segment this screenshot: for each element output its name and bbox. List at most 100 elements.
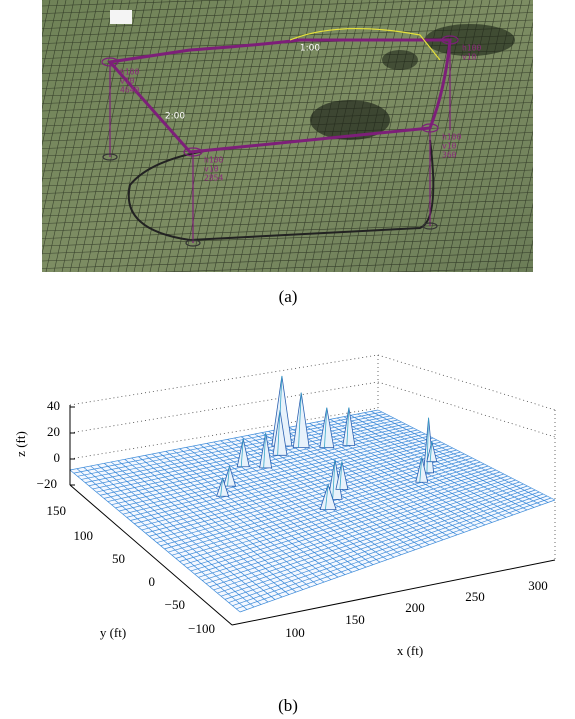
surface-peak <box>259 432 273 469</box>
surface-peak <box>319 407 335 449</box>
mesh-line <box>309 423 486 526</box>
mesh-line <box>213 485 528 591</box>
aerial-view: 1:002:00h100v104640h100v102854h100v10360… <box>42 0 533 272</box>
mesh-line <box>103 427 414 499</box>
mesh-line <box>236 497 552 610</box>
mesh-line <box>187 471 501 569</box>
mesh-line <box>145 455 318 585</box>
mesh-line <box>357 413 535 508</box>
surface-peak <box>216 476 230 497</box>
z-axis-label: z (ft) <box>13 431 28 457</box>
mesh-line <box>224 491 540 600</box>
waypoint-label: v10 <box>120 77 135 86</box>
x-tick-label: 200 <box>405 600 425 615</box>
mesh-line <box>137 445 449 528</box>
surface-peak-edge <box>227 466 230 487</box>
x-tick-label: 250 <box>465 589 485 604</box>
surface-peak <box>236 438 250 468</box>
mesh-line <box>329 419 507 518</box>
mesh-line <box>117 460 290 595</box>
surface-peak-edge <box>325 484 329 510</box>
surface-peak <box>319 483 337 511</box>
mesh-line <box>198 477 512 578</box>
y-tick-label: 0 <box>149 574 156 589</box>
mesh-line <box>186 447 360 570</box>
mesh-line <box>134 443 445 524</box>
surface-peak-edge <box>346 407 350 446</box>
mesh-line <box>228 493 544 603</box>
y-tick-label: 150 <box>47 503 67 518</box>
y-tick-label: −50 <box>165 597 185 612</box>
mesh-line <box>239 499 556 613</box>
waypoint-label: h100 <box>204 156 223 165</box>
waypoint-label: h100 <box>120 68 139 77</box>
mesh-line <box>85 417 394 483</box>
mesh-line <box>165 451 339 578</box>
z-tick-label: 20 <box>47 424 60 439</box>
surface-peak <box>292 392 310 449</box>
mesh-line <box>110 461 283 598</box>
home-icon <box>110 10 132 24</box>
x-tick-label: 100 <box>285 625 305 640</box>
mesh-line <box>350 415 528 511</box>
surface-peak-edge <box>429 441 433 462</box>
surface-peak-edge <box>332 459 336 500</box>
surface-peak <box>342 407 356 446</box>
ground-track <box>127 139 435 242</box>
mesh-line <box>281 428 458 536</box>
waypoint-label: v10 <box>462 53 477 62</box>
axes <box>69 405 556 626</box>
mesh-line <box>370 411 549 503</box>
mesh-line <box>76 468 248 610</box>
mesh-line <box>172 449 346 575</box>
mesh-line <box>115 433 426 509</box>
caption: (b) <box>278 696 298 715</box>
mesh-line <box>119 435 430 512</box>
mesh-line <box>81 415 390 480</box>
time-label: 2:00 <box>165 112 185 122</box>
surface-peak-edge <box>277 410 281 456</box>
mesh-line <box>205 481 520 584</box>
surface-peak-edge <box>240 438 244 467</box>
flight-path-alt <box>289 27 441 61</box>
mesh-line <box>190 473 504 572</box>
mesh-line <box>220 489 536 597</box>
mesh-line <box>268 431 444 541</box>
surface-peak-edge <box>426 417 429 473</box>
x-tick-label: 150 <box>345 612 365 627</box>
mesh-line <box>126 439 438 518</box>
x-tick-label: 300 <box>528 578 548 593</box>
waypoint-label: h100 <box>462 44 481 53</box>
waypoint-markers <box>101 35 459 247</box>
surface-peak-edge <box>298 392 302 448</box>
mesh-line <box>97 464 269 603</box>
mesh-line <box>96 423 406 493</box>
mesh-line <box>145 449 457 534</box>
waypoint-label: 4640 <box>120 86 139 95</box>
surface-peak-edge <box>339 461 343 490</box>
z-tick-label: −20 <box>37 476 57 491</box>
mesh-line <box>151 453 325 583</box>
mesh-line <box>377 409 556 501</box>
mesh-line <box>122 437 434 515</box>
mesh-line <box>69 469 241 613</box>
surface-peak-edge <box>419 457 423 483</box>
mesh-line <box>288 427 465 533</box>
mesh <box>42 0 533 272</box>
mesh-line <box>227 439 402 556</box>
mesh-line <box>206 443 381 563</box>
z-tick-label: 40 <box>47 398 60 413</box>
mesh-line <box>158 452 332 580</box>
z-tick-label: 0 <box>54 450 61 465</box>
waypoint-label: h100 <box>442 133 461 142</box>
mesh-line <box>194 475 508 575</box>
mesh-line <box>217 487 532 594</box>
surface <box>69 375 556 613</box>
surface-peak <box>335 461 349 490</box>
waypoint-label: v10 <box>442 142 457 151</box>
surface-peak-edge <box>324 407 328 448</box>
mesh-line <box>111 431 422 506</box>
waypoint-label: 2854 <box>204 174 223 183</box>
y-tick-label: 100 <box>74 528 94 543</box>
